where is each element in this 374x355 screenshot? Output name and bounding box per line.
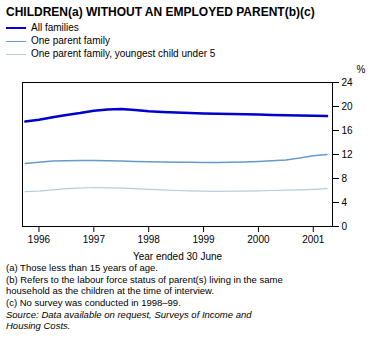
html-text:(c) No survey was conducted in: (c) No survey was conducted in 1998–99. — [6, 297, 181, 308]
html-text:CHILDREN(a) WITHOUT AN EMPLOYE: CHILDREN(a) WITHOUT AN EMPLOYED PARENT(b… — [6, 5, 315, 19]
svg-text:1998: 1998 — [138, 234, 161, 245]
svg-text:24: 24 — [342, 77, 354, 88]
html-text:One parent family, youngest ch: One parent family, youngest child under … — [31, 48, 216, 59]
svg-text:2001: 2001 — [302, 234, 325, 245]
svg-text:12: 12 — [342, 149, 354, 160]
html-text:Source: Data available on requ: Source: Data available on request, Surve… — [6, 309, 252, 331]
svg-text:2000: 2000 — [247, 234, 270, 245]
svg-text:20: 20 — [342, 101, 354, 112]
svg-text:1996: 1996 — [28, 234, 51, 245]
svg-text:8: 8 — [342, 173, 348, 184]
html-text:(a) Those less than 15 years o: (a) Those less than 15 years of age. — [6, 262, 158, 273]
svg-text:0: 0 — [342, 221, 348, 232]
svg-text:16: 16 — [342, 125, 354, 136]
html-text:All families: All families — [31, 22, 79, 33]
svg-text:1999: 1999 — [192, 234, 215, 245]
svg-text:%: % — [357, 64, 366, 75]
svg-text:1997: 1997 — [83, 234, 106, 245]
html-text:(b) Refers to the labour force: (b) Refers to the labour force status of… — [6, 274, 283, 296]
svg-text:4: 4 — [342, 197, 348, 208]
html-text:One parent family: One parent family — [31, 35, 110, 46]
svg-text:Year ended 30 June: Year ended 30 June — [133, 251, 223, 262]
